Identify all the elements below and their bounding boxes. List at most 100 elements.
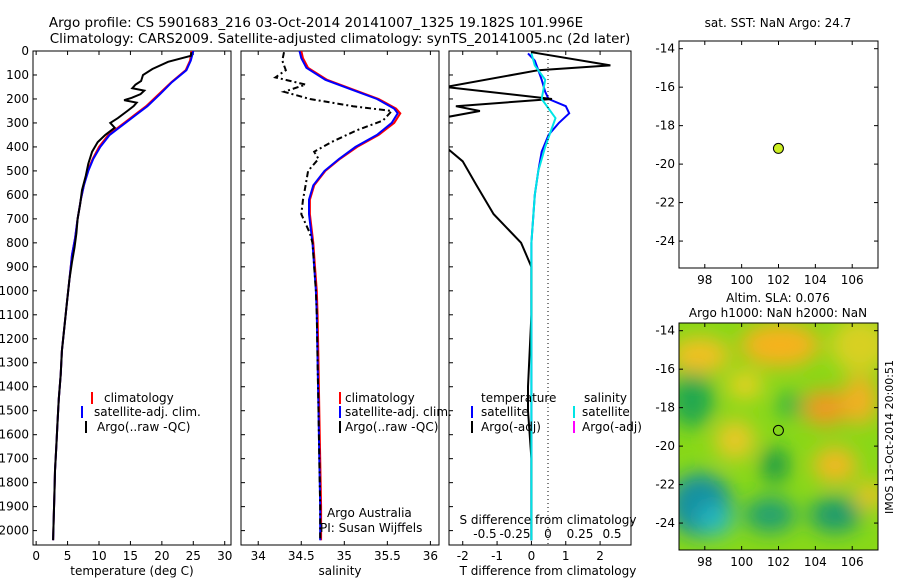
x-tick-label: 30 xyxy=(217,549,232,563)
float-position-marker xyxy=(772,142,784,154)
sla-map-axes: 98 100 102 104 106 -14 -16 -18 -20 -22 -24 xyxy=(655,323,878,569)
x-tick-label: 10 xyxy=(91,549,106,563)
x-tick-label: -2 xyxy=(457,549,469,563)
sla-map-title-line1: Altim. SLA: 0.076 xyxy=(726,291,830,305)
x-tick-label: 36 xyxy=(423,549,438,563)
depth-tick-label: 700 xyxy=(6,212,29,226)
x-tick-label: 15 xyxy=(123,549,138,563)
series-line-temperature-argo-adj- xyxy=(449,51,611,541)
temperature-x-axis: 0 5 10 15 20 25 30 xyxy=(32,51,232,563)
depth-tick-label: 100 xyxy=(6,68,29,82)
top-x-tick-label: 0 xyxy=(544,527,552,541)
sla-map-title-line2: Argo h1000: NaN h2000: NaN xyxy=(689,306,867,320)
map-x-tick-label: 100 xyxy=(730,555,753,569)
map-y-tick-label: -22 xyxy=(655,196,675,210)
difference-top-axis: -0.5 -0.25 0 0.25 0.5 xyxy=(473,527,621,541)
legend-title-temperature: temperature xyxy=(481,391,556,405)
x-tick-label: 34.5 xyxy=(288,549,315,563)
difference-legend: temperature salinity satellite Argo(-adj… xyxy=(471,391,642,434)
sst-map-title: sat. SST: NaN Argo: 24.7 xyxy=(705,16,852,30)
x-tick-label: 20 xyxy=(154,549,169,563)
depth-tick-label: 1100 xyxy=(0,308,29,322)
map-y-tick-label: -20 xyxy=(655,439,675,453)
depth-tick-label: 1000 xyxy=(0,284,29,298)
x-tick-label: 0 xyxy=(32,549,40,563)
salinity-note-line1: Argo Australia xyxy=(327,506,412,520)
x-tick-label: 34 xyxy=(251,549,266,563)
difference-x-axis: -2 -1 0 1 2 xyxy=(457,51,604,563)
legend-label-satellite: satellite-adj. clim. xyxy=(94,405,201,419)
depth-tick-label: 2000 xyxy=(0,524,29,538)
map-y-tick-label: -16 xyxy=(655,362,675,376)
depth-tick-label: 1900 xyxy=(0,500,29,514)
map-y-tick-label: -18 xyxy=(655,401,675,415)
difference-xlabel: T difference from climatology xyxy=(459,564,637,578)
legend-label-t-argo: Argo(-adj) xyxy=(481,420,541,434)
x-tick-label: 5 xyxy=(64,549,72,563)
depth-tick-label: 500 xyxy=(6,164,29,178)
sst-map-points xyxy=(772,142,784,154)
sla-side-label: IMOS 13-Oct-2014 20:00:51 xyxy=(883,360,896,514)
depth-tick-label: 600 xyxy=(6,188,29,202)
salinity-xlabel: salinity xyxy=(318,564,361,578)
depth-tick-label: 1500 xyxy=(0,404,29,418)
legend-title-salinity: salinity xyxy=(584,391,627,405)
map-x-tick-label: 102 xyxy=(767,555,790,569)
salinity-series xyxy=(272,51,402,541)
map-y-tick-label: -16 xyxy=(655,80,675,94)
x-tick-label: -1 xyxy=(491,549,503,563)
temperature-xlabel: temperature (deg C) xyxy=(70,564,193,578)
map-x-tick-label: 98 xyxy=(697,555,712,569)
figure-title-line1: Argo profile: CS 5901683_216 03-Oct-2014… xyxy=(49,15,583,31)
depth-tick-label: 1200 xyxy=(0,332,29,346)
x-tick-label: 35 xyxy=(337,549,352,563)
depth-axis: 0 100 200 300 400 500 600 700 800 900 1000 1100 1200… xyxy=(0,44,453,538)
difference-panel-frame xyxy=(448,50,632,546)
figure-title-line2: Climatology: CARS2009. Satellite-adjuste… xyxy=(50,31,631,47)
legend-label-s-satellite: satellite xyxy=(582,405,630,419)
x-tick-label: 2 xyxy=(596,549,604,563)
legend-label-satellite: satellite-adj. clim. xyxy=(345,405,452,419)
legend-label-climatology: climatology xyxy=(104,391,174,405)
map-y-tick-label: -18 xyxy=(655,119,675,133)
depth-tick-label: 0 xyxy=(21,44,29,58)
legend-label-argo: Argo(..raw -QC) xyxy=(97,420,190,434)
x-tick-label: 1 xyxy=(562,549,570,563)
series-line-argo-raw-qc- xyxy=(52,52,193,541)
map-y-tick-label: -20 xyxy=(655,157,675,171)
map-x-tick-label: 104 xyxy=(804,273,827,287)
legend-label-argo: Argo(..raw -QC) xyxy=(345,420,438,434)
salinity-legend: climatology satellite-adj. clim. Argo(..… xyxy=(339,391,452,434)
depth-tick-label: 1300 xyxy=(0,356,29,370)
float-position-marker xyxy=(772,424,784,436)
map-y-tick-label: -14 xyxy=(655,42,675,56)
salinity-note-line2: PI: Susan Wijffels xyxy=(320,521,422,535)
salinity-x-axis: 34 34.5 35 35.5 36 xyxy=(251,51,438,563)
depth-tick-label: 400 xyxy=(6,140,29,154)
top-x-tick-label: 0.5 xyxy=(602,527,621,541)
legend-label-s-argo: Argo(-adj) xyxy=(582,420,642,434)
map-y-tick-label: -24 xyxy=(655,234,675,248)
top-x-tick-label: 0.25 xyxy=(567,527,594,541)
map-y-tick-label: -14 xyxy=(655,324,675,338)
sla-map-points xyxy=(772,424,784,436)
depth-tick-label: 1400 xyxy=(0,380,29,394)
temperature-panel-frame xyxy=(32,50,232,546)
legend-label-t-satellite: satellite xyxy=(481,405,529,419)
depth-tick-label: 800 xyxy=(6,236,29,250)
map-x-tick-label: 102 xyxy=(767,273,790,287)
map-x-tick-label: 100 xyxy=(730,273,753,287)
top-x-tick-label: -0.5 xyxy=(473,527,496,541)
sst-map-axes: 98 100 102 104 106 -14 -16 -18 -20 -22 -24 xyxy=(655,41,878,287)
map-y-tick-label: -22 xyxy=(655,478,675,492)
depth-tick-label: 1600 xyxy=(0,428,29,442)
depth-tick-label: 1800 xyxy=(0,476,29,490)
sst-map-frame xyxy=(678,40,879,269)
map-x-tick-label: 106 xyxy=(841,273,864,287)
series-line-salinity-satellite xyxy=(530,53,557,541)
x-tick-label: 0 xyxy=(528,549,536,563)
legend-label-climatology: climatology xyxy=(345,391,415,405)
depth-tick-label: 300 xyxy=(6,116,29,130)
x-tick-label: 25 xyxy=(186,549,201,563)
